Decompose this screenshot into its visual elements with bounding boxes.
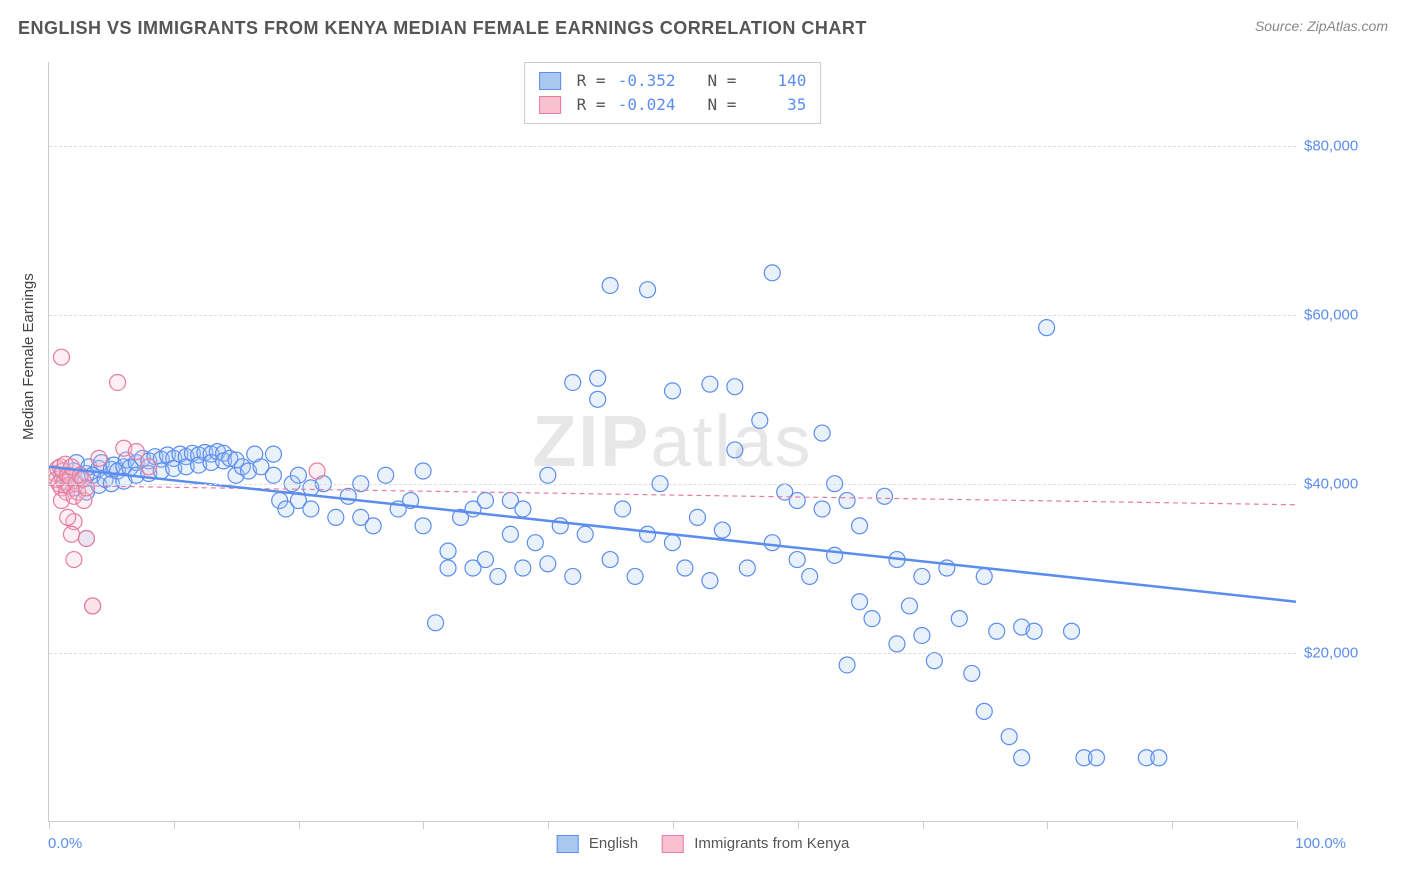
chart-title: ENGLISH VS IMMIGRANTS FROM KENYA MEDIAN … [18,18,867,39]
y-tick-label: $20,000 [1304,645,1374,662]
y-tick-label: $60,000 [1304,307,1374,324]
stat-N-label: N = [708,69,737,93]
x-axis-max-label: 100.0% [1295,835,1346,852]
x-tick [1297,821,1298,829]
bottom-legend: English Immigrants from Kenya [557,835,850,853]
stat-N-value-1: 140 [746,69,806,93]
x-tick [673,821,674,829]
swatch-kenya-icon [539,96,561,114]
x-tick [548,821,549,829]
y-axis-title: Median Female Earnings [20,273,37,440]
swatch-kenya-icon [662,835,684,853]
stat-R-value-1: -0.352 [616,69,676,93]
grid-line [49,653,1296,654]
stat-R-label: R = [577,69,606,93]
x-tick [1047,821,1048,829]
x-tick [1172,821,1173,829]
y-tick-label: $80,000 [1304,138,1374,155]
plot-area: R = -0.352 N = 140 R = -0.024 N = 35 ZIP… [48,62,1296,822]
x-tick [49,821,50,829]
x-axis-min-label: 0.0% [48,835,82,852]
stat-N-label: N = [708,93,737,117]
stats-row-2: R = -0.024 N = 35 [539,93,807,117]
stat-R-label: R = [577,93,606,117]
chart-header: ENGLISH VS IMMIGRANTS FROM KENYA MEDIAN … [18,18,1388,39]
stat-R-value-2: -0.024 [616,93,676,117]
stats-row-1: R = -0.352 N = 140 [539,69,807,93]
legend-label-english: English [589,835,638,852]
grid-line [49,146,1296,147]
swatch-english-icon [539,72,561,90]
x-tick [174,821,175,829]
stat-N-value-2: 35 [746,93,806,117]
stats-box: R = -0.352 N = 140 R = -0.024 N = 35 [524,62,822,124]
swatch-english-icon [557,835,579,853]
legend-label-kenya: Immigrants from Kenya [694,835,849,852]
x-tick [798,821,799,829]
legend-item-english: English [557,835,638,853]
chart-svg [49,62,1296,821]
grid-line [49,484,1296,485]
x-tick [299,821,300,829]
x-tick [423,821,424,829]
grid-line [49,315,1296,316]
legend-item-kenya: Immigrants from Kenya [662,835,849,853]
source-label: Source: ZipAtlas.com [1255,18,1388,34]
x-tick [923,821,924,829]
y-tick-label: $40,000 [1304,476,1374,493]
